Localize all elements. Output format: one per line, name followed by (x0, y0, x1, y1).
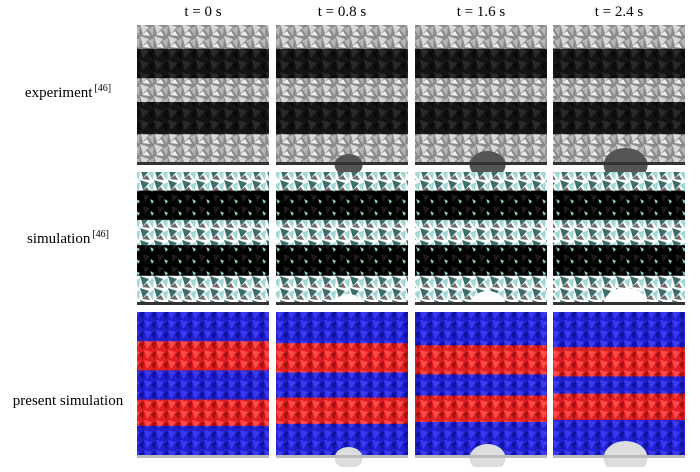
panel-band (276, 397, 408, 424)
panel-band (137, 399, 269, 426)
panel-floor (415, 455, 547, 458)
image-panel (137, 312, 269, 458)
panel-band (276, 190, 408, 220)
panel-floor (415, 302, 547, 305)
panel-band (415, 345, 547, 375)
row-label: present simulation (13, 393, 124, 409)
panel-floor (553, 302, 685, 305)
panel-band (415, 190, 547, 220)
panel-background (553, 312, 685, 458)
panel-floor (415, 162, 547, 165)
panel-band (276, 48, 408, 79)
panel-band (137, 245, 269, 276)
panel-band (137, 48, 269, 79)
image-panel (415, 25, 547, 179)
panel-floor (137, 162, 269, 165)
panel-background (137, 312, 269, 458)
panel-band (553, 347, 685, 377)
image-panel (276, 312, 408, 469)
panel-band (137, 102, 269, 135)
image-panel (553, 172, 685, 322)
panel-band (415, 48, 547, 79)
row-label-text: experiment (25, 85, 93, 101)
row-label-text: simulation (27, 231, 91, 247)
panel-background (415, 25, 547, 165)
panels (137, 25, 685, 472)
panel-floor (553, 455, 685, 458)
panel-band (553, 393, 685, 420)
image-panel (415, 312, 547, 472)
row-label-ref: [46] (92, 229, 109, 240)
row-label-ref: [46] (94, 83, 111, 94)
row-label: simulation [46] (27, 229, 109, 247)
image-panel (276, 172, 408, 316)
image-panel (137, 172, 269, 305)
row-label: experiment [46] (25, 83, 111, 101)
image-panel (553, 25, 685, 182)
panel-background (276, 25, 408, 165)
panel-band (415, 395, 547, 422)
panel-floor (276, 455, 408, 458)
column-header: t = 0.8 s (318, 4, 367, 20)
panel-background (276, 312, 408, 458)
panel-floor (553, 162, 685, 165)
column-header: t = 0 s (184, 4, 221, 20)
image-panel (553, 312, 685, 472)
panel-floor (276, 162, 408, 165)
row-label-text: present simulation (13, 393, 124, 409)
panel-band (276, 102, 408, 135)
panel-band (276, 343, 408, 373)
panel-floor (137, 302, 269, 305)
panel-band (415, 102, 547, 135)
panel-band (553, 102, 685, 135)
image-panel (137, 25, 269, 165)
column-header: t = 2.4 s (595, 4, 644, 20)
panel-band (415, 245, 547, 276)
image-panel (415, 172, 547, 319)
panel-background (415, 312, 547, 458)
panel-band (137, 190, 269, 220)
panel-floor (276, 302, 408, 305)
panel-background (137, 25, 269, 165)
panel-band (553, 48, 685, 79)
panel-floor (137, 455, 269, 458)
labels: t = 0 s t = 0.8 s t = 1.6 s t = 2.4 s experi… (13, 4, 644, 409)
panel-band (137, 341, 269, 371)
panel-band (276, 245, 408, 276)
panel-background (553, 25, 685, 165)
image-panel (276, 25, 408, 176)
panel-band (553, 245, 685, 276)
column-header: t = 1.6 s (457, 4, 506, 20)
panel-band (553, 190, 685, 220)
